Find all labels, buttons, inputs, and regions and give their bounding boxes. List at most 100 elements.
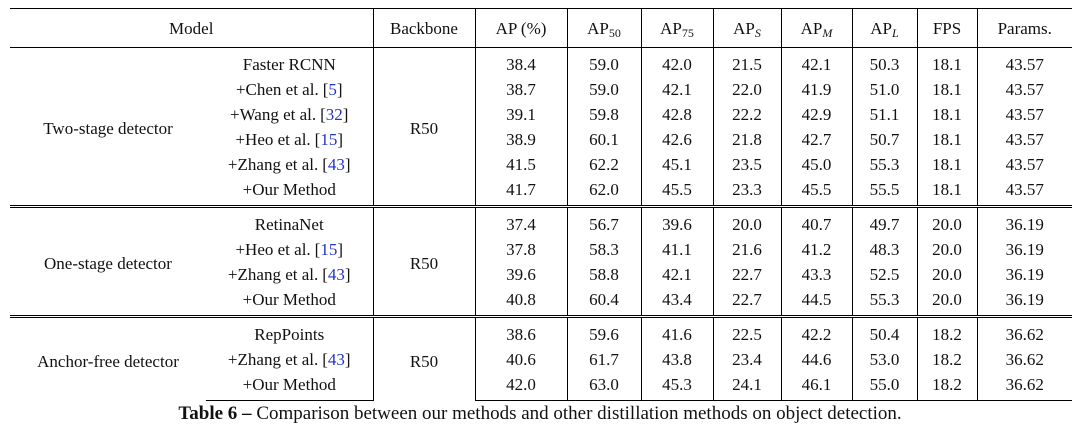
value-cell: 42.1	[780, 47, 852, 77]
table-row: +Heo et al. [15] 37.8 58.3 41.1 21.6 41.2 48.3 2…	[10, 237, 1072, 262]
value-cell: 43.3	[780, 262, 852, 287]
header-cell: Backbone	[372, 8, 475, 48]
method-cell: +Our Method	[206, 287, 373, 317]
value-cell: 43.57	[976, 127, 1072, 152]
header-text: AP	[587, 18, 609, 38]
value-cell: 50.3	[851, 47, 917, 77]
value-cell: 42.7	[780, 127, 852, 152]
value-cell: 18.1	[916, 102, 977, 127]
header-text: AP	[733, 18, 755, 38]
value-cell: 41.6	[640, 315, 713, 347]
header-cell: AP75	[640, 8, 713, 48]
value-cell: 55.3	[851, 152, 917, 177]
value-cell: 43.57	[976, 152, 1072, 177]
value-cell: 55.0	[851, 372, 917, 401]
value-cell: 18.1	[916, 47, 977, 77]
method-name: +Heo et al.	[235, 240, 311, 259]
value-cell: 41.9	[780, 77, 852, 102]
backbone-cell: R50	[372, 205, 475, 317]
value-cell: 60.4	[566, 287, 641, 317]
table-row: +Chen et al. [5] 38.7 59.0 42.1 22.0 41.9 51.0 1…	[10, 77, 1072, 102]
value-cell: 59.6	[566, 315, 641, 347]
value-cell: 41.2	[780, 237, 852, 262]
method-name: +Our Method	[242, 290, 336, 309]
method-cell: +Our Method	[206, 177, 373, 207]
value-cell: 41.7	[474, 177, 567, 207]
table-row: Two-stage detector Faster RCNN R50 38.4 59.0…	[10, 47, 1072, 207]
table-row: One-stage detector RetinaNet R50 37.4 56.7 39…	[10, 205, 1072, 317]
value-cell: 42.2	[780, 315, 852, 347]
header-subscript: 50	[608, 25, 621, 40]
value-cell: 41.5	[474, 152, 567, 177]
table-row: +Our Method 42.0 63.0 45.3 24.1 46.1 55.0 18.2 3…	[10, 372, 1072, 401]
table-row: +Our Method 40.8 60.4 43.4 22.7 44.5 55.3 20.0 3…	[10, 287, 1072, 317]
method-name: RetinaNet	[254, 215, 324, 234]
value-cell: 38.9	[474, 127, 567, 152]
value-cell: 53.0	[851, 347, 917, 372]
value-cell: 36.62	[976, 315, 1072, 347]
value-cell: 18.2	[916, 347, 977, 372]
header-row: Model Backbone AP (%) AP50 AP75 APS APM APL FPS P…	[10, 8, 1072, 48]
method-cell: +Zhang et al. [43]	[206, 262, 373, 287]
value-cell: 20.0	[916, 205, 977, 237]
results-table: Model Backbone AP (%) AP50 AP75 APS APM APL FPS P…	[10, 8, 1072, 401]
value-cell: 59.8	[566, 102, 641, 127]
table-body: Two-stage detector Faster RCNN R50 38.4 59.0…	[10, 47, 1072, 401]
value-cell: 50.7	[851, 127, 917, 152]
value-cell: 55.3	[851, 287, 917, 317]
value-cell: 36.19	[976, 237, 1072, 262]
value-cell: 18.1	[916, 177, 977, 207]
method-name: +Wang et al.	[230, 105, 317, 124]
value-cell: 58.8	[566, 262, 641, 287]
backbone-cell: R50	[372, 47, 475, 207]
header-text: AP	[870, 18, 893, 38]
value-cell: 22.0	[712, 77, 781, 102]
header-cell: Params.	[976, 8, 1072, 48]
table-row: +Zhang et al. [43] 40.6 61.7 43.8 23.4 44.6 53.…	[10, 347, 1072, 372]
method-name: +Our Method	[242, 375, 336, 394]
group-label: One-stage detector	[10, 205, 206, 317]
value-cell: 43.57	[976, 177, 1072, 207]
value-cell: 37.4	[474, 205, 567, 237]
value-cell: 36.19	[976, 262, 1072, 287]
value-cell: 50.4	[851, 315, 917, 347]
value-cell: 42.1	[640, 77, 713, 102]
value-cell: 43.8	[640, 347, 713, 372]
value-cell: 49.7	[851, 205, 917, 237]
method-cell: +Chen et al. [5]	[206, 77, 373, 102]
value-cell: 59.0	[566, 77, 641, 102]
value-cell: 45.5	[640, 177, 713, 207]
value-cell: 43.57	[976, 77, 1072, 102]
value-cell: 22.2	[712, 102, 781, 127]
citation: [5]	[322, 80, 343, 99]
value-cell: 21.6	[712, 237, 781, 262]
method-name: Faster RCNN	[242, 55, 336, 74]
header-cell: APS	[712, 8, 781, 48]
method-name: RepPoints	[254, 325, 325, 344]
value-cell: 41.1	[640, 237, 713, 262]
value-cell: 45.5	[780, 177, 852, 207]
method-name: +Heo et al.	[235, 130, 311, 149]
value-cell: 42.6	[640, 127, 713, 152]
value-cell: 62.2	[566, 152, 641, 177]
value-cell: 36.19	[976, 205, 1072, 237]
value-cell: 38.7	[474, 77, 567, 102]
caption-label: Table 6 –	[178, 403, 252, 424]
header-text: Backbone	[390, 18, 458, 38]
method-name: +Chen et al.	[235, 80, 319, 99]
backbone-cell: R50	[372, 315, 475, 401]
value-cell: 42.0	[640, 47, 713, 77]
caption: Table 6 – Comparison between our methods…	[0, 403, 1080, 425]
value-cell: 20.0	[916, 262, 977, 287]
citation: [15]	[314, 130, 344, 149]
value-cell: 46.1	[780, 372, 852, 401]
value-cell: 18.1	[916, 127, 977, 152]
header-subscript: L	[892, 25, 899, 40]
value-cell: 22.7	[712, 287, 781, 317]
value-cell: 60.1	[566, 127, 641, 152]
value-cell: 36.62	[976, 347, 1072, 372]
citation: [43]	[322, 265, 351, 284]
header-subscript: 75	[681, 25, 694, 40]
header-text: Params.	[997, 18, 1052, 38]
